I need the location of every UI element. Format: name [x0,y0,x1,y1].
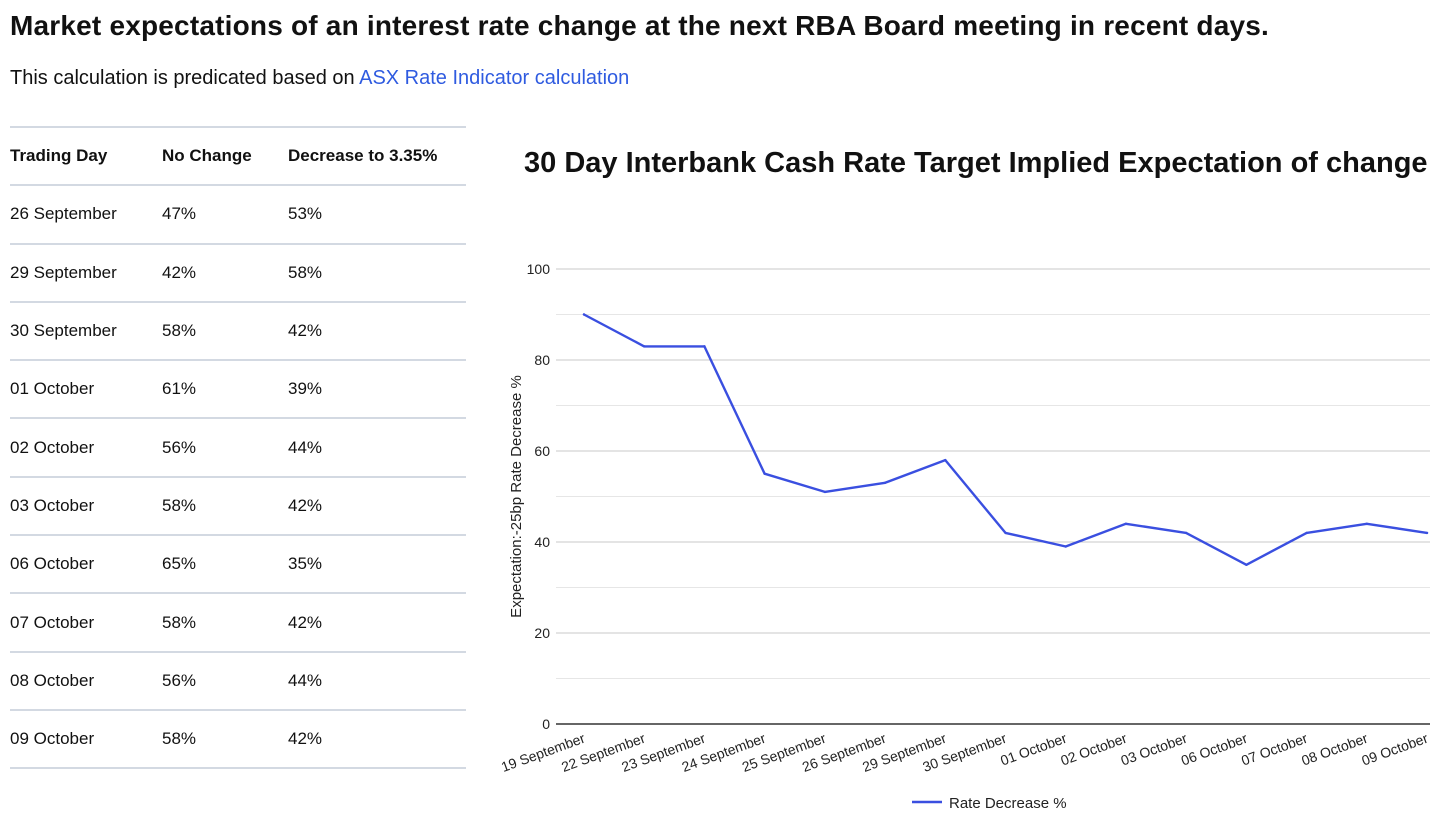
data-point [883,481,887,485]
data-point [1004,531,1007,535]
data-point [823,490,827,494]
cell-trading-day: 30 September [10,301,162,362]
data-point [1305,531,1308,535]
x-tick-label: 01 October [998,730,1069,769]
table-row: 09 October 58% 42% [10,709,466,770]
x-tick-label: 06 October [1179,730,1250,769]
cell-trading-day: 26 September [10,185,162,245]
legend-label: Rate Decrease % [949,795,1067,812]
cell-no-change: 47% [162,185,288,245]
table-row: 26 September 47% 53% [10,185,466,245]
table-header-row: Trading Day No Change Decrease to 3.35% [10,127,466,187]
asx-rate-indicator-link[interactable]: ASX Rate Indicator calculation [359,67,630,89]
data-point [944,458,947,462]
y-tick-label: 40 [534,534,550,550]
header-decrease: Decrease to 3.35% [288,127,466,187]
y-tick-label: 0 [542,716,550,732]
cell-decrease: 35% [288,535,466,595]
subtitle-text: This calculation is predicated based on [10,67,360,89]
cell-no-change: 58% [162,301,288,362]
data-point [1184,531,1188,535]
data-point [1425,531,1429,535]
cell-no-change: 58% [162,709,288,770]
x-tick-label: 08 October [1299,730,1370,769]
page-title: Market expectations of an interest rate … [10,10,1270,41]
table-row: 01 October 61% 39% [10,360,466,420]
table-row: 03 October 58% 42% [10,476,466,537]
cell-trading-day: 29 September [10,243,162,303]
table-row: 02 October 56% 44% [10,418,466,478]
y-tick-label: 80 [534,352,550,368]
x-tick-label: 02 October [1058,730,1129,769]
table-row: 08 October 56% 44% [10,651,466,711]
cell-no-change: 61% [162,360,288,420]
series-line [582,313,1429,566]
cell-no-change: 65% [162,535,288,595]
y-axis-label: Expectation:-25bp Rate Decrease % [508,375,525,618]
cell-trading-day: 07 October [10,593,162,653]
data-point [1064,545,1067,548]
header-no-change: No Change [162,127,288,187]
cell-trading-day: 01 October [10,360,162,420]
line-chart: 0 20 40 60 80 100 Expectation:-25bp Rate Decre… [500,261,1430,812]
cell-no-change: 56% [162,418,288,478]
cell-trading-day: 09 October [10,709,162,770]
data-point [703,345,706,348]
cell-decrease: 58% [288,243,466,303]
data-point [763,472,766,475]
subtitle: This calculation is predicated based on … [10,67,629,90]
cell-decrease: 42% [288,709,466,770]
table-row: 07 October 58% 42% [10,593,466,653]
cell-trading-day: 02 October [10,418,162,478]
data-point [582,313,586,316]
table-row: 06 October 65% 35% [10,535,466,595]
x-tick-label: 03 October [1119,730,1190,769]
cell-no-change: 56% [162,651,288,711]
data-point [1124,522,1128,525]
cell-no-change: 58% [162,476,288,537]
cell-decrease: 44% [288,418,466,478]
data-point [1245,563,1248,566]
expectations-table: Trading Day No Change Decrease to 3.35% … [10,126,466,770]
cell-decrease: 42% [288,593,466,653]
cell-decrease: 42% [288,476,466,537]
y-tick-label: 20 [534,625,550,641]
cell-trading-day: 06 October [10,535,162,595]
header-trading-day: Trading Day [10,127,162,187]
cell-no-change: 42% [162,243,288,303]
chart-title: 30 Day Interbank Cash Rate Target Implie… [524,147,1428,179]
x-tick-label: 07 October [1239,730,1310,769]
y-tick-label: 60 [534,443,550,459]
cell-trading-day: 03 October [10,476,162,537]
cell-decrease: 53% [288,185,466,245]
data-point [1365,522,1368,525]
cell-decrease: 42% [288,301,466,362]
table-row: 29 September 42% 58% [10,243,466,303]
y-tick-label: 100 [527,261,551,277]
cell-trading-day: 08 October [10,651,162,711]
x-tick-label: 09 October [1359,730,1430,769]
data-point [643,345,646,348]
cell-no-change: 58% [162,593,288,653]
table-row: 30 September 58% 42% [10,301,466,362]
cell-decrease: 44% [288,651,466,711]
cell-decrease: 39% [288,360,466,420]
